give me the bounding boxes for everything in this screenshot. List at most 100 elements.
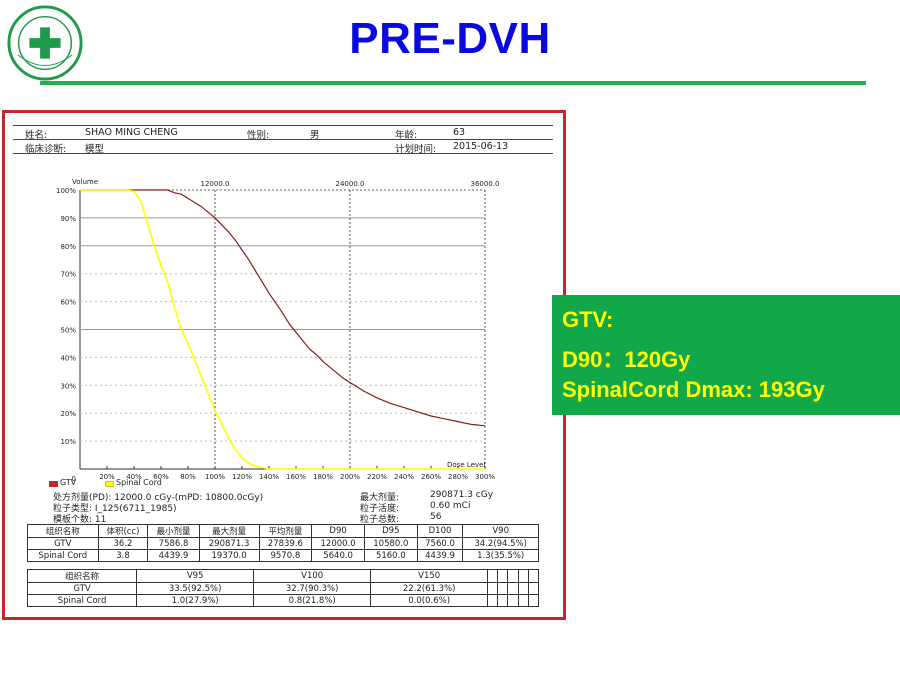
table-cell bbox=[527, 582, 540, 595]
x-tick-label: 180% bbox=[313, 473, 333, 481]
table-cell bbox=[507, 594, 519, 607]
y-origin-label: 0 bbox=[72, 475, 76, 483]
table-header-cell bbox=[507, 569, 519, 583]
plan-time-label: 计划时间: bbox=[395, 144, 437, 155]
table-header-cell: 组织名称 bbox=[27, 524, 99, 538]
x-tick-label: 300% bbox=[475, 473, 495, 481]
legend-gtv-label: GTV bbox=[60, 478, 77, 487]
x-tick-label: 220% bbox=[367, 473, 387, 481]
x-tick-label: 240% bbox=[394, 473, 414, 481]
table-header-cell bbox=[497, 569, 509, 583]
table-cell bbox=[507, 582, 519, 595]
table-header-cell: 体积(cc) bbox=[97, 524, 149, 538]
age-label: 年龄: bbox=[395, 130, 418, 141]
x-tick-label: 40% bbox=[126, 473, 142, 481]
table-cell: 290871.3 bbox=[198, 537, 260, 550]
activity-label: 粒子活度: bbox=[360, 504, 400, 514]
x-tick-label: 280% bbox=[448, 473, 468, 481]
dose-stats-table: 组织名称 体积(cc) 最小剂量 最大剂量 平均剂量 D90 D95 D100 … bbox=[27, 524, 539, 562]
table-cell: 4439.9 bbox=[147, 549, 200, 562]
table-cell bbox=[497, 582, 509, 595]
y-tick-label: 40% bbox=[60, 354, 76, 362]
table-header-cell bbox=[487, 569, 499, 583]
table-cell: 7560.0 bbox=[416, 537, 464, 550]
seed-total-value: 56 bbox=[430, 512, 442, 522]
y-tick-label: 60% bbox=[60, 299, 76, 307]
table-header-cell: V150 bbox=[370, 569, 489, 583]
table-cell bbox=[517, 594, 529, 607]
y-tick-label: 30% bbox=[60, 382, 76, 390]
max-dose-label: 最大剂量: bbox=[360, 493, 400, 503]
seed-total-label: 粒子总数: bbox=[360, 515, 400, 525]
activity-value: 0.60 mCi bbox=[430, 501, 471, 511]
y-tick-label: 70% bbox=[60, 271, 76, 279]
table-header-cell: D90 bbox=[311, 524, 365, 538]
x-tick-label: 140% bbox=[259, 473, 279, 481]
age-value: 63 bbox=[453, 127, 466, 138]
table-cell: Spinal Cord bbox=[27, 549, 99, 562]
header-rule-3 bbox=[13, 153, 553, 154]
x-tick-label: 100% bbox=[205, 473, 225, 481]
table-cell: 36.2 bbox=[97, 537, 149, 550]
sex-value: 男 bbox=[310, 130, 320, 141]
table-cell: 0.8(21.8%) bbox=[253, 594, 372, 607]
table-header-cell: V95 bbox=[136, 569, 255, 583]
table-row: GTV 36.2 7586.8 290871.3 27839.6 12000.0… bbox=[27, 537, 539, 550]
table-header-row: 组织名称 V95 V100 V150 bbox=[26, 569, 540, 583]
table-cell: GTV bbox=[27, 537, 99, 550]
page-title: PRE-DVH bbox=[349, 14, 551, 63]
volume-stats-table: 组织名称 V95 V100 V150 GTV 33.5(92.5%) 32.7(… bbox=[26, 569, 540, 607]
x-tick-label: 160% bbox=[286, 473, 306, 481]
y-tick-label: 90% bbox=[60, 215, 76, 223]
max-dose-value: 290871.3 cGy bbox=[430, 490, 494, 500]
x-tick-label: 200% bbox=[340, 473, 360, 481]
table-cell: 19370.0 bbox=[198, 549, 260, 562]
table-row: GTV 33.5(92.5%) 32.7(90.3%) 22.2(61.3%) bbox=[26, 582, 540, 595]
x-tick-label: 20% bbox=[99, 473, 115, 481]
plane-count: 模板个数: 11 bbox=[53, 515, 107, 525]
table-cell: 1.0(27.9%) bbox=[136, 594, 255, 607]
table-cell: 0.0(0.6%) bbox=[370, 594, 489, 607]
gtv-dvh-curve bbox=[80, 189, 486, 427]
table-header-cell: 组织名称 bbox=[26, 569, 138, 583]
table-cell: 27839.6 bbox=[258, 537, 313, 550]
table-header-cell: 平均剂量 bbox=[258, 524, 313, 538]
x-tick-label: 80% bbox=[180, 473, 196, 481]
dvh-chart: 100% 90% 80% 70% 60% 50% 40% 30% 20% 10% 0 20% 40% 60… bbox=[56, 178, 499, 483]
table-header-cell: D100 bbox=[416, 524, 464, 538]
y-tick-label: 20% bbox=[60, 410, 76, 418]
table-header-cell bbox=[527, 569, 540, 583]
table-header-cell bbox=[517, 569, 529, 583]
table-header-cell: D95 bbox=[363, 524, 418, 538]
summary-callout: GTV: D90：120Gy SpinalCord Dmax: 193Gy bbox=[552, 295, 900, 415]
diagnosis-label: 临床诊断: bbox=[25, 144, 67, 155]
sex-label: 性别: bbox=[247, 130, 270, 141]
y-tick-label: 10% bbox=[60, 438, 76, 446]
table-cell: GTV bbox=[26, 582, 138, 595]
x-axis-title: Dose Level bbox=[447, 461, 485, 469]
table-cell: Spinal Cord bbox=[26, 594, 138, 607]
y-tick-label: 50% bbox=[60, 327, 76, 335]
top-axis-label: 24000.0 bbox=[336, 180, 365, 188]
title-divider bbox=[40, 81, 866, 85]
seed-type: 粒子类型: I_125(6711_1985) bbox=[53, 504, 177, 514]
legend-gtv-swatch bbox=[49, 481, 58, 487]
table-row: Spinal Cord 1.0(27.9%) 0.8(21.8%) 0.0(0.… bbox=[26, 594, 540, 607]
table-header-cell: V90 bbox=[462, 524, 539, 538]
hospital-logo bbox=[7, 5, 83, 81]
table-cell bbox=[487, 594, 499, 607]
table-cell: 32.7(90.3%) bbox=[253, 582, 372, 595]
x-tick-label: 60% bbox=[153, 473, 169, 481]
top-axis-label: 12000.0 bbox=[201, 180, 230, 188]
table-cell: 10580.0 bbox=[363, 537, 418, 550]
plan-time-value: 2015-06-13 bbox=[453, 141, 509, 152]
y-tick-label: 100% bbox=[56, 187, 76, 195]
table-header-row: 组织名称 体积(cc) 最小剂量 最大剂量 平均剂量 D90 D95 D100 … bbox=[27, 524, 539, 538]
table-cell: 4439.9 bbox=[416, 549, 464, 562]
name-value: SHAO MING CHENG bbox=[85, 127, 178, 138]
table-cell bbox=[517, 582, 529, 595]
legend-spinal-label: Spinal Cord bbox=[116, 478, 162, 487]
table-cell: 34.2(94.5%) bbox=[462, 537, 539, 550]
summary-line-dmax: SpinalCord Dmax: 193Gy bbox=[562, 377, 825, 402]
table-cell: 22.2(61.3%) bbox=[370, 582, 489, 595]
